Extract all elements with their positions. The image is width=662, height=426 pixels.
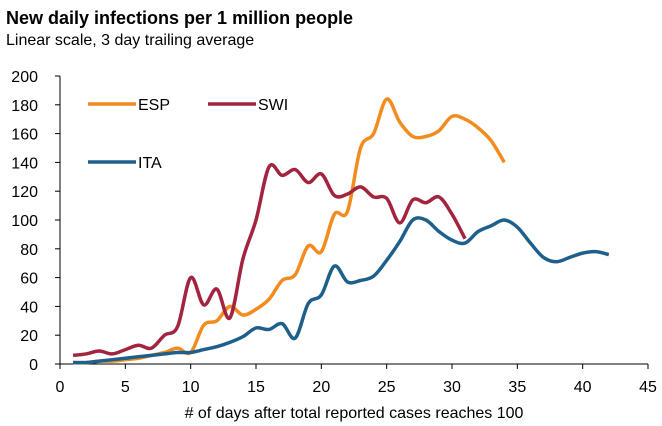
series-line — [72, 163, 467, 358]
x-tick-label: 25 — [378, 379, 396, 396]
legend-label: ITA — [138, 155, 162, 172]
y-tick-label: 80 — [20, 242, 38, 259]
x-tick-label: 0 — [56, 379, 65, 396]
y-tick-label: 180 — [11, 98, 38, 115]
chart-subtitle: Linear scale, 3 day trailing average — [6, 32, 254, 49]
y-tick-label: 100 — [11, 213, 38, 230]
x-tick-label: 10 — [182, 379, 200, 396]
series-line — [73, 216, 610, 365]
x-tick-label: 35 — [508, 379, 526, 396]
y-tick-label: 200 — [11, 69, 38, 86]
y-tick-label: 140 — [11, 155, 38, 172]
y-tick-label: 160 — [11, 127, 38, 144]
y-tick-label: 60 — [20, 271, 38, 288]
x-tick-label: 5 — [121, 379, 130, 396]
x-axis-label: # of days after total reported cases rea… — [185, 405, 524, 422]
chart-title: New daily infections per 1 million peopl… — [6, 8, 353, 28]
x-tick-label: 15 — [247, 379, 265, 396]
y-tick-label: 40 — [20, 299, 38, 316]
y-tick-label: 0 — [29, 357, 38, 374]
x-tick-label: 20 — [312, 379, 330, 396]
x-tick-label: 30 — [443, 379, 461, 396]
y-tick-label: 20 — [20, 328, 38, 345]
x-tick-label: 40 — [574, 379, 592, 396]
legend-label: ESP — [138, 97, 170, 114]
x-tick-label: 45 — [639, 379, 657, 396]
legend-label: SWI — [258, 97, 288, 114]
y-tick-label: 120 — [11, 184, 38, 201]
